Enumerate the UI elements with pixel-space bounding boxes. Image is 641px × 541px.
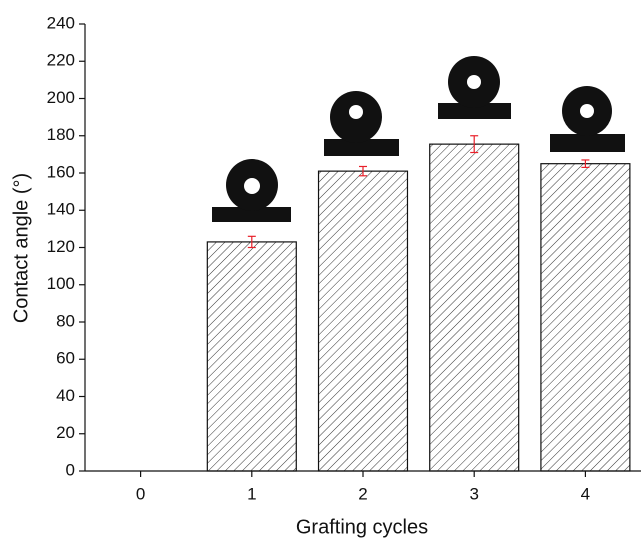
x-tick-label: 4 [581,484,590,503]
error-bar [470,135,479,154]
bar [429,143,520,472]
x-tick-label: 2 [358,484,367,503]
y-tick-label: 180 [47,125,75,144]
y-tick-label: 160 [47,162,75,181]
y-tick-label: 220 [47,51,75,70]
droplets [212,56,625,222]
error-bar [581,159,590,169]
x-axis-label: Grafting cycles [296,516,428,538]
y-tick-label: 40 [56,386,75,405]
bar [317,170,409,472]
x-tick-label: 3 [469,484,478,503]
y-tick-label: 240 [47,13,75,32]
y-tick-label: 140 [47,200,75,219]
y-tick-label: 80 [56,311,75,330]
bar [206,241,297,472]
x-tick-label: 1 [247,484,256,503]
y-tick-label: 0 [66,460,75,479]
x-tick-label: 0 [136,484,145,503]
y-tick-label: 60 [56,349,75,368]
bar [540,163,631,472]
error-bar [359,165,367,177]
y-tick-label: 100 [47,274,75,293]
error-bar [247,235,256,249]
y-tick-label: 120 [47,237,75,256]
y-tick-label: 200 [47,88,75,107]
y-tick-label: 20 [56,423,75,442]
y-axis-label: Contact angle (°) [10,173,32,323]
